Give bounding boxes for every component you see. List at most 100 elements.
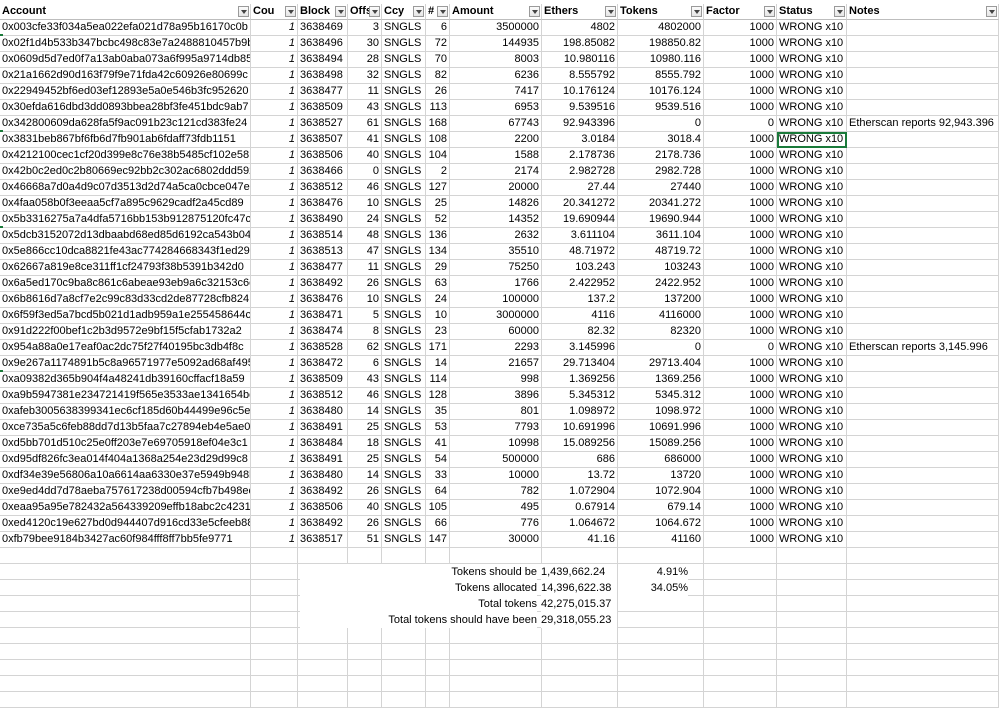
cell-amount[interactable]: 998	[450, 372, 542, 388]
cell-ccy[interactable]: SNGLS	[382, 148, 426, 164]
filter-dropdown-icon[interactable]	[986, 6, 997, 17]
cell-factor[interactable]: 1000	[704, 36, 777, 52]
cell-num[interactable]: 10	[426, 308, 450, 324]
cell-notes[interactable]	[847, 484, 999, 500]
empty-cell[interactable]	[251, 628, 298, 644]
empty-cell[interactable]	[704, 596, 777, 612]
cell-ccy[interactable]: SNGLS	[382, 180, 426, 196]
empty-cell[interactable]	[704, 692, 777, 708]
cell-ethers[interactable]: 2.422952	[542, 276, 618, 292]
cell-block[interactable]: 3638477	[298, 260, 348, 276]
cell-num[interactable]: 66	[426, 516, 450, 532]
cell-offset[interactable]: 24	[348, 212, 382, 228]
cell-notes[interactable]	[847, 244, 999, 260]
cell-ethers[interactable]: 4802	[542, 20, 618, 36]
cell-account[interactable]: 0x42b0c2ed0c2b80669ec92bb2c302ac6802ddd5…	[0, 164, 251, 180]
cell-status[interactable]: WRONG x10	[777, 148, 847, 164]
empty-cell[interactable]	[382, 692, 426, 708]
empty-cell[interactable]	[426, 676, 450, 692]
cell-tokens[interactable]: 0	[618, 340, 704, 356]
header-account[interactable]: Account	[0, 4, 251, 20]
summary-value[interactable]: 29,318,055.23	[541, 612, 617, 628]
cell-factor[interactable]: 1000	[704, 452, 777, 468]
cell-ethers[interactable]: 1.369256	[542, 372, 618, 388]
header-ethers[interactable]: Ethers	[542, 4, 618, 20]
cell-offset[interactable]: 18	[348, 436, 382, 452]
cell-count[interactable]: 1	[251, 260, 298, 276]
cell-offset[interactable]: 30	[348, 36, 382, 52]
empty-cell[interactable]	[618, 660, 704, 676]
empty-cell[interactable]	[450, 692, 542, 708]
cell-ethers[interactable]: 3.0184	[542, 132, 618, 148]
cell-notes[interactable]	[847, 164, 999, 180]
cell-amount[interactable]: 6236	[450, 68, 542, 84]
cell-amount[interactable]: 67743	[450, 116, 542, 132]
cell-offset[interactable]: 0	[348, 164, 382, 180]
cell-ccy[interactable]: SNGLS	[382, 244, 426, 260]
empty-cell[interactable]	[426, 692, 450, 708]
cell-account[interactable]: 0x9e267a1174891b5c8a96571977e5092ad68af4…	[0, 356, 251, 372]
cell-factor[interactable]: 0	[704, 340, 777, 356]
empty-cell[interactable]	[251, 660, 298, 676]
cell-notes[interactable]	[847, 36, 999, 52]
cell-status[interactable]: WRONG x10	[777, 276, 847, 292]
cell-num[interactable]: 171	[426, 340, 450, 356]
header-offset[interactable]: Offs	[348, 4, 382, 20]
empty-cell[interactable]	[298, 644, 348, 660]
cell-ccy[interactable]: SNGLS	[382, 468, 426, 484]
cell-ccy[interactable]: SNGLS	[382, 420, 426, 436]
summary-value[interactable]: 14,396,622.38	[541, 580, 617, 596]
cell-factor[interactable]: 1000	[704, 436, 777, 452]
cell-ccy[interactable]: SNGLS	[382, 516, 426, 532]
cell-ethers[interactable]: 198.85082	[542, 36, 618, 52]
cell-ccy[interactable]: SNGLS	[382, 68, 426, 84]
cell-ccy[interactable]: SNGLS	[382, 436, 426, 452]
cell-factor[interactable]: 1000	[704, 500, 777, 516]
cell-tokens[interactable]: 27440	[618, 180, 704, 196]
cell-count[interactable]: 1	[251, 20, 298, 36]
cell-factor[interactable]: 1000	[704, 52, 777, 68]
cell-status[interactable]: WRONG x10	[777, 356, 847, 372]
cell-factor[interactable]: 1000	[704, 516, 777, 532]
cell-status[interactable]: WRONG x10	[777, 484, 847, 500]
empty-cell[interactable]	[847, 644, 999, 660]
filter-dropdown-icon[interactable]	[437, 6, 448, 17]
cell-block[interactable]: 3638480	[298, 468, 348, 484]
cell-notes[interactable]	[847, 420, 999, 436]
empty-cell[interactable]	[542, 628, 618, 644]
cell-account[interactable]: 0xdf34e39e56806a10a6614aa6330e37e5949b94…	[0, 468, 251, 484]
header-amount[interactable]: Amount	[450, 4, 542, 20]
filter-dropdown-icon[interactable]	[834, 6, 845, 17]
cell-num[interactable]: 82	[426, 68, 450, 84]
cell-amount[interactable]: 2293	[450, 340, 542, 356]
cell-status[interactable]: WRONG x10	[777, 292, 847, 308]
cell-status[interactable]: WRONG x10	[777, 532, 847, 548]
cell-account[interactable]: 0x30efda616dbd3dd0893bbea28bf3fe451bdc9a…	[0, 100, 251, 116]
cell-ethers[interactable]: 15.089256	[542, 436, 618, 452]
cell-factor[interactable]: 1000	[704, 404, 777, 420]
cell-status[interactable]: WRONG x10	[777, 228, 847, 244]
filter-dropdown-icon[interactable]	[529, 6, 540, 17]
cell-ccy[interactable]: SNGLS	[382, 164, 426, 180]
cell-tokens[interactable]: 1072.904	[618, 484, 704, 500]
cell-ethers[interactable]: 5.345312	[542, 388, 618, 404]
empty-cell[interactable]	[348, 660, 382, 676]
cell-amount[interactable]: 495	[450, 500, 542, 516]
cell-count[interactable]: 1	[251, 500, 298, 516]
cell-factor[interactable]: 1000	[704, 84, 777, 100]
cell-tokens[interactable]: 48719.72	[618, 244, 704, 260]
cell-count[interactable]: 1	[251, 436, 298, 452]
cell-offset[interactable]: 26	[348, 516, 382, 532]
cell-notes[interactable]: Etherscan reports 92,943.396	[847, 116, 999, 132]
cell-ethers[interactable]: 3.145996	[542, 340, 618, 356]
empty-cell[interactable]	[704, 564, 777, 580]
cell-offset[interactable]: 41	[348, 132, 382, 148]
cell-ccy[interactable]: SNGLS	[382, 84, 426, 100]
header-tokens[interactable]: Tokens	[618, 4, 704, 20]
cell-ethers[interactable]: 29.713404	[542, 356, 618, 372]
cell-notes[interactable]	[847, 132, 999, 148]
cell-amount[interactable]: 10998	[450, 436, 542, 452]
cell-account[interactable]: 0xa9b5947381e234721419f565e3533ae1341654…	[0, 388, 251, 404]
cell-amount[interactable]: 1588	[450, 148, 542, 164]
cell-num[interactable]: 29	[426, 260, 450, 276]
